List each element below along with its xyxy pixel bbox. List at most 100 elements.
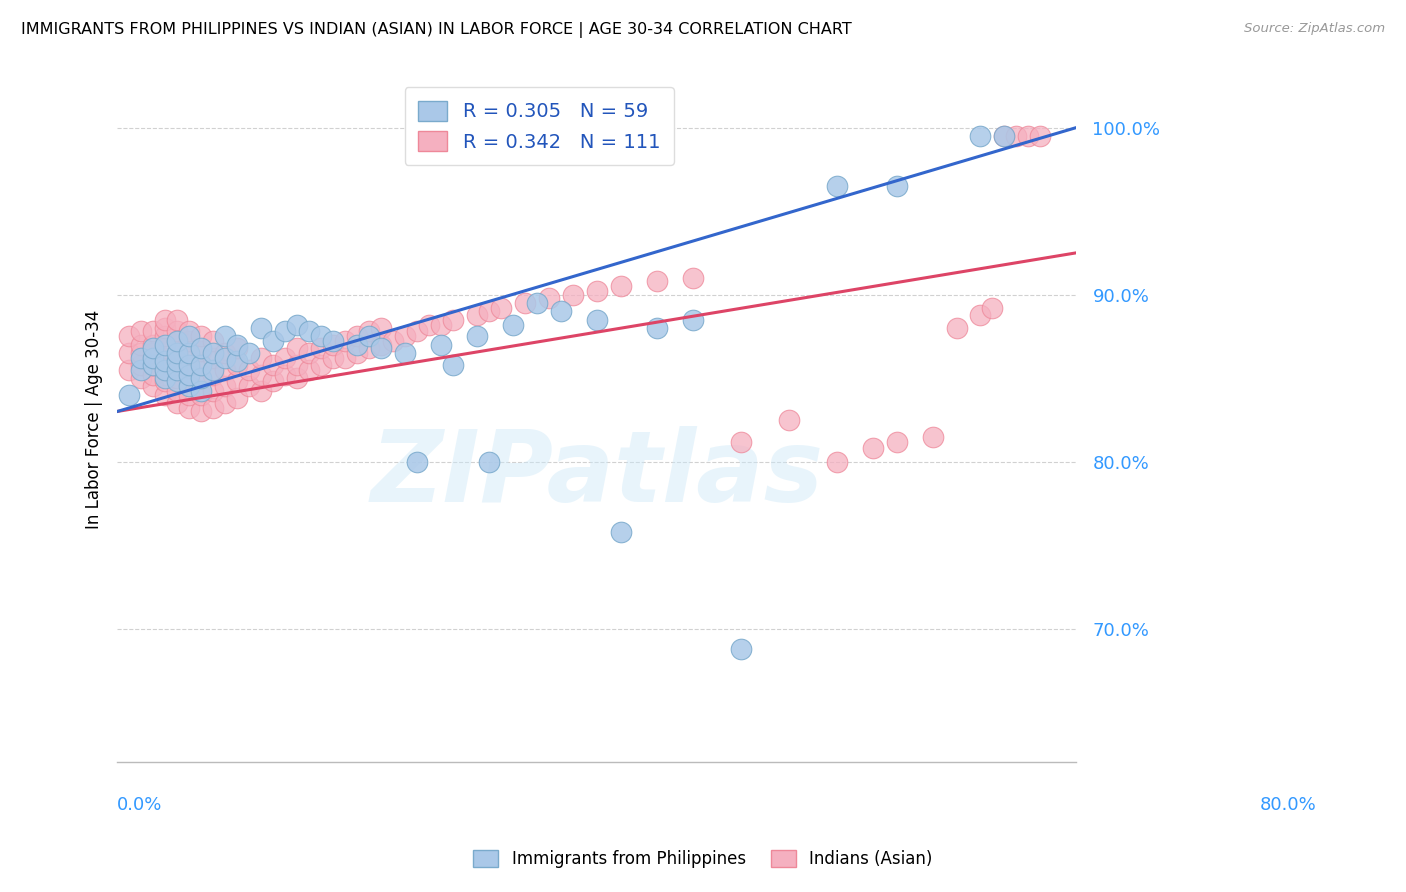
Point <box>370 337 392 351</box>
Point <box>610 279 633 293</box>
Point <box>550 304 572 318</box>
Point <box>370 321 392 335</box>
Point <box>226 358 249 372</box>
Point <box>346 337 368 351</box>
Point <box>537 291 560 305</box>
Point <box>262 375 284 389</box>
Point <box>945 321 967 335</box>
Point <box>202 401 225 416</box>
Point <box>142 324 165 338</box>
Y-axis label: In Labor Force | Age 30-34: In Labor Force | Age 30-34 <box>86 310 103 530</box>
Text: ZIPatlas: ZIPatlas <box>370 426 824 523</box>
Point <box>322 334 344 349</box>
Point <box>166 354 188 368</box>
Point <box>561 287 583 301</box>
Point <box>166 312 188 326</box>
Point <box>190 404 212 418</box>
Point <box>298 362 321 376</box>
Point <box>214 379 236 393</box>
Point <box>190 371 212 385</box>
Point <box>214 346 236 360</box>
Point <box>202 351 225 365</box>
Point <box>226 341 249 355</box>
Point <box>862 441 884 455</box>
Point <box>129 351 152 365</box>
Point <box>153 354 176 368</box>
Point <box>309 341 332 355</box>
Point <box>394 329 416 343</box>
Point <box>322 351 344 365</box>
Point <box>886 179 908 194</box>
Point <box>166 396 188 410</box>
Point <box>153 362 176 376</box>
Point <box>179 358 201 372</box>
Point <box>153 329 176 343</box>
Point <box>478 304 501 318</box>
Point <box>322 337 344 351</box>
Point <box>993 128 1015 143</box>
Point <box>250 368 273 382</box>
Point <box>129 346 152 360</box>
Point <box>526 296 548 310</box>
Point <box>166 358 188 372</box>
Point <box>357 341 380 355</box>
Point <box>202 384 225 399</box>
Point <box>309 329 332 343</box>
Point <box>274 324 297 338</box>
Point <box>285 358 308 372</box>
Point <box>190 358 212 372</box>
Point <box>166 371 188 385</box>
Point <box>610 524 633 539</box>
Point <box>250 321 273 335</box>
Point <box>430 318 453 332</box>
Point <box>153 375 176 389</box>
Point <box>142 379 165 393</box>
Point <box>825 454 848 468</box>
Point <box>730 641 752 656</box>
Point <box>298 324 321 338</box>
Point <box>502 318 524 332</box>
Point <box>179 346 201 360</box>
Point <box>430 337 453 351</box>
Point <box>370 341 392 355</box>
Point <box>274 351 297 365</box>
Point <box>298 346 321 360</box>
Point <box>309 358 332 372</box>
Point <box>357 324 380 338</box>
Point <box>285 318 308 332</box>
Point <box>129 362 152 376</box>
Point <box>118 362 141 376</box>
Point <box>166 324 188 338</box>
Point <box>441 312 464 326</box>
Text: 0.0%: 0.0% <box>117 797 163 814</box>
Point <box>214 362 236 376</box>
Point <box>153 312 176 326</box>
Point <box>406 454 429 468</box>
Point <box>190 341 212 355</box>
Point <box>730 434 752 449</box>
Point <box>226 375 249 389</box>
Point <box>190 344 212 359</box>
Point <box>682 271 704 285</box>
Text: IMMIGRANTS FROM PHILIPPINES VS INDIAN (ASIAN) IN LABOR FORCE | AGE 30-34 CORRELA: IMMIGRANTS FROM PHILIPPINES VS INDIAN (A… <box>21 22 852 38</box>
Point <box>214 351 236 365</box>
Point <box>166 362 188 376</box>
Point <box>250 351 273 365</box>
Point <box>238 346 260 360</box>
Point <box>585 284 607 298</box>
Point <box>166 346 188 360</box>
Point <box>129 371 152 385</box>
Point <box>179 329 201 343</box>
Point <box>1005 128 1028 143</box>
Point <box>166 334 188 349</box>
Point <box>346 346 368 360</box>
Point <box>778 413 800 427</box>
Point <box>921 429 943 443</box>
Point <box>381 334 404 349</box>
Point <box>1017 128 1039 143</box>
Point <box>190 388 212 402</box>
Point <box>418 318 440 332</box>
Point <box>993 128 1015 143</box>
Point <box>969 128 991 143</box>
Point <box>142 358 165 372</box>
